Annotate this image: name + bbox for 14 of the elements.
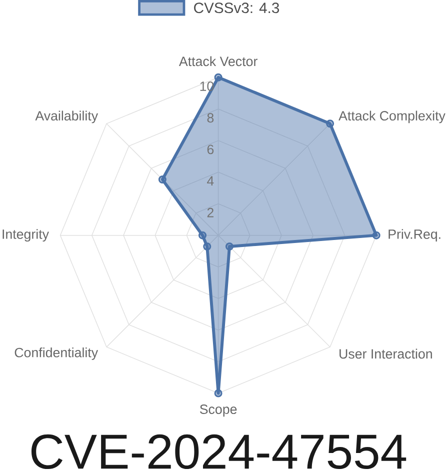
spoke-label: Attack Vector bbox=[178, 56, 258, 66]
y-tick-label: 4 bbox=[207, 176, 214, 186]
spoke-label: Availability bbox=[35, 110, 98, 124]
spoke-label: Confidentiality bbox=[14, 347, 98, 360]
spoke-label: Scope bbox=[200, 404, 237, 417]
text: CVE-2024-47554 bbox=[32, 434, 406, 470]
spoke-label: Integrity bbox=[2, 229, 50, 242]
y-tick-label: 6 bbox=[207, 144, 214, 154]
spoke-label: Priv.Req. bbox=[388, 229, 440, 242]
legend-label: CVSSv3: 4.3 bbox=[194, 2, 280, 14]
y-tick-label: 8 bbox=[207, 113, 214, 123]
spoke-label: Attack Complexity bbox=[338, 110, 446, 124]
spoke-label: User Interaction bbox=[340, 348, 432, 359]
y-tick-label: 2 bbox=[207, 208, 214, 218]
